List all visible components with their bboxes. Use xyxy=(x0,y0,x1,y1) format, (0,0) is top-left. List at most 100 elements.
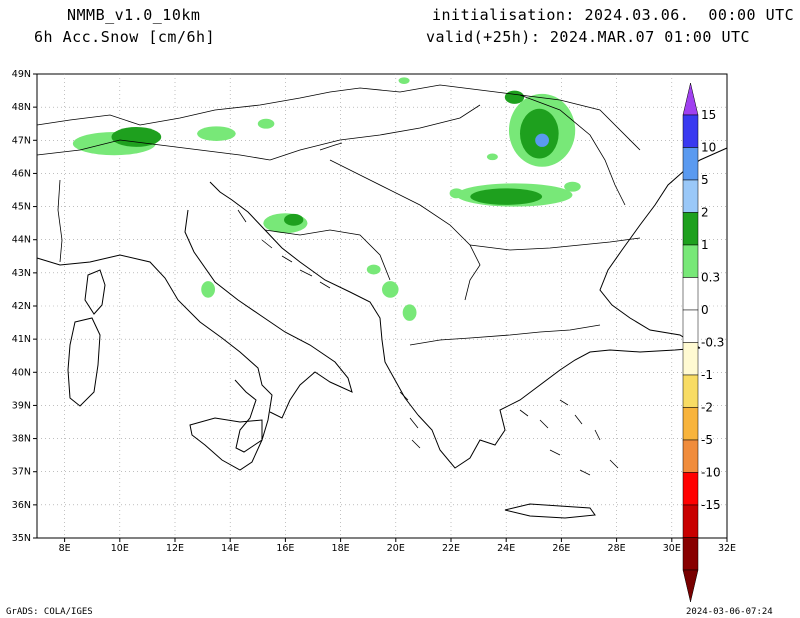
snow-area-carpathians-n-top xyxy=(504,90,525,104)
border-romania-bulgaria xyxy=(469,237,641,251)
coast-balkan-adriatic xyxy=(209,181,419,416)
coast-italy-west xyxy=(36,254,273,453)
snow-area-dinaric-1 xyxy=(366,264,381,275)
border-romania-ukraine xyxy=(519,94,626,206)
lat-tick-label: 38N xyxy=(12,434,31,445)
border-pannonia xyxy=(269,104,481,161)
lon-tick-label: 8E xyxy=(59,543,71,554)
snow-area-alps-central xyxy=(111,127,162,147)
border-bosnia xyxy=(264,229,391,281)
graticule xyxy=(37,74,727,538)
colorbar-label: -0.3 xyxy=(701,336,724,350)
colorbar-segment xyxy=(682,342,699,376)
coast-corsica xyxy=(84,269,106,315)
colorbar-label: -1 xyxy=(701,368,713,382)
snow-area-apennine xyxy=(201,281,216,298)
snow-fields xyxy=(72,77,581,321)
colorbar-label: -5 xyxy=(701,433,713,447)
colorbar-segment xyxy=(682,114,699,148)
snow-area-moldova-spot xyxy=(564,181,581,192)
lat-tick-label: 49N xyxy=(12,69,31,80)
lat-tick-label: 41N xyxy=(12,334,31,345)
valid-time: valid(+25h): 2024.MAR.07 01:00 UTC xyxy=(426,28,751,46)
border-france-italy xyxy=(57,179,63,263)
coast-sardinia xyxy=(67,317,101,407)
border-alps xyxy=(36,139,271,161)
lat-tick-label: 43N xyxy=(12,268,31,279)
colorbar-label: 0 xyxy=(701,303,709,317)
border-north xyxy=(36,84,641,151)
colorbar-segment xyxy=(682,439,699,473)
snow-area-east-spot xyxy=(449,188,464,199)
lon-tick-label: 14E xyxy=(221,543,239,554)
colorbar-segment xyxy=(682,309,699,343)
coast-dalmatian-islands xyxy=(237,209,331,289)
coast-ionian-islands xyxy=(399,391,421,449)
lat-tick-label: 44N xyxy=(12,235,31,246)
lon-tick-label: 16E xyxy=(276,543,294,554)
lon-tick-label: 10E xyxy=(111,543,129,554)
lon-tick-label: 22E xyxy=(442,543,460,554)
axis-labels: 8E 10E 12E 14E 16E 18E 20E 22E 24E 26E 28E 30E 32E 49… xyxy=(12,69,736,554)
colorbar-segment xyxy=(682,504,699,538)
lat-tick-label: 48N xyxy=(12,102,31,113)
colorbar-segment xyxy=(682,472,699,506)
snow-area-albania xyxy=(402,304,417,321)
lon-tick-label: 12E xyxy=(166,543,184,554)
lat-tick-label: 47N xyxy=(12,135,31,146)
colorbar-segment xyxy=(682,537,699,571)
colorbar-segment xyxy=(682,179,699,213)
init-time: initialisation: 2024.03.06. 00:00 UTC xyxy=(432,6,795,24)
colorbar-label: -10 xyxy=(701,466,721,480)
snow-area-serbia-spot xyxy=(486,153,498,161)
colorbar-segment xyxy=(682,407,699,441)
snow-area-carpathians-n-core xyxy=(520,108,559,159)
lon-tick-label: 24E xyxy=(497,543,515,554)
lat-tick-label: 40N xyxy=(12,367,31,378)
colorbar-segment xyxy=(682,244,699,278)
border-greece-north xyxy=(409,324,601,346)
lon-tick-label: 28E xyxy=(608,543,626,554)
lon-tick-label: 30E xyxy=(663,543,681,554)
colorbar-bottom-arrow xyxy=(682,569,699,603)
lat-tick-label: 42N xyxy=(12,301,31,312)
snow-area-carpathians-s-core xyxy=(470,188,543,205)
snow-area-ukraine-n xyxy=(398,77,410,84)
colorbar-label: -15 xyxy=(701,498,721,512)
coast-balaton xyxy=(319,142,343,151)
snow-area-dinaric-2 xyxy=(382,281,399,298)
colorbar-label: 5 xyxy=(701,173,709,187)
colorbar-label: 0.3 xyxy=(701,271,720,285)
colorbar-label: 10 xyxy=(701,141,716,155)
snow-area-alps-east-2 xyxy=(257,118,275,129)
snow-area-carpathians-n-peak xyxy=(535,133,549,147)
footer-left: GrADS: COLA/IGES xyxy=(6,607,93,617)
footer-right: 2024-03-06-07:24 xyxy=(686,607,773,617)
lon-tick-label: 32E xyxy=(718,543,736,554)
lat-tick-label: 39N xyxy=(12,400,31,411)
colorbar-label: 2 xyxy=(701,206,709,220)
lat-tick-label: 35N xyxy=(12,533,31,544)
colorbar: 15 10 5 2 1 0.3 0 -0.3 -1 -2 -5 -10 -15 xyxy=(682,82,724,603)
lon-tick-label: 26E xyxy=(552,543,570,554)
snow-area-velebit-core xyxy=(284,213,304,226)
colorbar-segment xyxy=(682,374,699,408)
colorbar-label: 1 xyxy=(701,238,709,252)
coast-sicily xyxy=(189,417,263,471)
lat-tick-label: 46N xyxy=(12,168,31,179)
coastlines xyxy=(36,84,728,519)
coast-black-sea xyxy=(599,147,728,349)
colorbar-segment xyxy=(682,147,699,181)
variable-title: 6h Acc.Snow [cm/6h] xyxy=(34,28,216,46)
coast-greece xyxy=(417,347,701,469)
lon-tick-label: 20E xyxy=(387,543,405,554)
lat-tick-label: 37N xyxy=(12,467,31,478)
coast-aegean-islands xyxy=(519,399,619,476)
model-title: NMMB_v1.0_10km xyxy=(67,6,201,24)
coast-crete xyxy=(504,503,596,519)
colorbar-segment xyxy=(682,212,699,246)
colorbar-label: -2 xyxy=(701,401,713,415)
colorbar-label: 15 xyxy=(701,108,716,122)
coast-italy-east xyxy=(184,209,353,419)
